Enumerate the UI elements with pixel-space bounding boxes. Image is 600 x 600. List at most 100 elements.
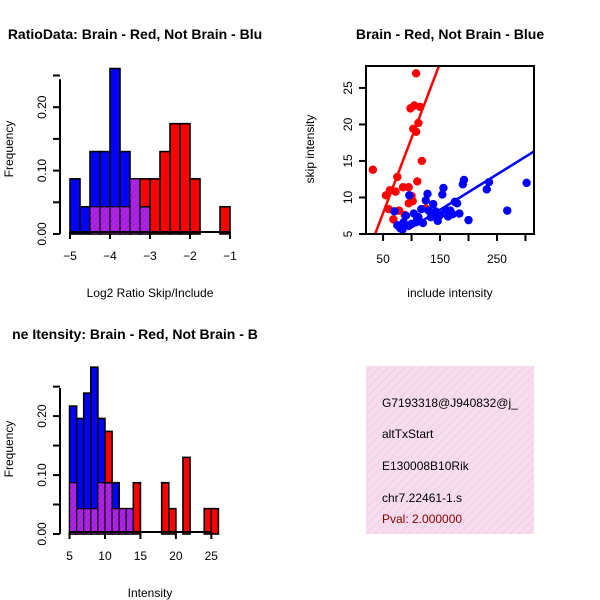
- brain-bar: [210, 507, 220, 535]
- y-tick-label: 20: [341, 117, 355, 131]
- gene-name: E130008B10Rik: [382, 459, 469, 473]
- not-brain-bar: [69, 178, 81, 235]
- plot-frame: [365, 65, 535, 235]
- x-tick-label: 20: [169, 549, 183, 563]
- x-axis-label: Intensity: [128, 586, 173, 600]
- not-brain-point: [413, 214, 422, 223]
- y-tick-label: 10: [341, 190, 355, 204]
- overlap-hatch: [90, 508, 98, 534]
- brain-bar: [149, 178, 161, 235]
- brain-point: [417, 156, 427, 166]
- y-tick-label: 15: [341, 154, 355, 168]
- brain-bar: [160, 481, 170, 535]
- x-axis-label: include intensity: [407, 286, 492, 300]
- x-tick-label: 250: [487, 252, 507, 266]
- y-tick-label: 0.20: [35, 95, 49, 119]
- x-tick-label: −2: [183, 249, 197, 263]
- intensity-scatter: Brain - Red, Not Brain - Blue include in…: [303, 26, 544, 300]
- brain-point: [404, 183, 413, 192]
- not-brain-point: [424, 206, 433, 215]
- not-brain-point: [448, 210, 457, 219]
- axes: 50 150 250 5 10 15 20 25: [341, 81, 527, 266]
- not-brain-bar: [79, 205, 91, 235]
- p-value: Pval: 2.000000: [382, 512, 463, 526]
- overlap-hatch: [120, 206, 130, 234]
- not-brain-point: [421, 196, 430, 205]
- brain-bar: [189, 178, 201, 235]
- brain-fit-line: [373, 66, 441, 234]
- probe-id: G7193318@J940832@j_: [382, 396, 518, 410]
- brain-bar: [104, 430, 113, 484]
- axes: 5 10 15 20 25 0.00 0.10 0.20: [35, 385, 219, 563]
- axes: −5 −4 −3 −2 −1 0.00 0.10 0.20: [35, 74, 237, 263]
- not-brain-point: [433, 216, 442, 226]
- brain-bar: [139, 178, 151, 208]
- not-brain-point: [398, 225, 407, 234]
- not-brain-fit-line: [410, 150, 534, 229]
- y-tick-label: 25: [341, 81, 355, 95]
- x-tick-label: −5: [63, 249, 77, 263]
- x-tick-label: 10: [98, 549, 112, 563]
- locus: chr7.22461-1.s: [382, 491, 463, 505]
- y-tick-label: 0.00: [35, 522, 49, 546]
- not-brain-point: [438, 190, 447, 199]
- not-brain-point: [429, 199, 438, 209]
- brain-point: [413, 177, 422, 186]
- overlap-hatch: [69, 482, 77, 534]
- info-panel: G7193318@J940832@j_ altTxStart E130008B1…: [366, 366, 534, 534]
- brain-bar: [179, 122, 191, 235]
- x-tick-label: 5: [66, 549, 73, 563]
- y-axis-label: skip intensity: [303, 115, 317, 184]
- y-tick-label: 0.10: [35, 159, 49, 183]
- x-tick-label: −4: [103, 249, 117, 263]
- y-tick-label: 0.00: [35, 222, 49, 246]
- chart-title: Brain - Red, Not Brain - Blue: [356, 26, 544, 42]
- not-brain-point: [464, 215, 473, 225]
- x-axis-label: Log2 Ratio Skip/Include: [87, 286, 214, 300]
- brain-bar: [203, 507, 213, 535]
- brain-point: [391, 187, 400, 196]
- brain-bar: [169, 122, 181, 235]
- y-axis-label: Frequency: [2, 421, 16, 478]
- brain-bar: [167, 507, 177, 535]
- not-brain-point: [503, 206, 512, 215]
- x-tick-label: −1: [223, 249, 237, 263]
- chart-title: RatioData: Brain - Red, Not Brain - Blu: [8, 26, 262, 42]
- ratio-histogram: RatioData: Brain - Red, Not Brain - Blu …: [2, 26, 262, 300]
- not-brain-point: [455, 209, 464, 218]
- not-brain-point: [405, 191, 414, 200]
- overlap-hatch: [97, 482, 105, 534]
- intensity-histogram: ne Itensity: Brain - Red, Not Brain - B …: [2, 326, 258, 600]
- overlap-hatch: [104, 482, 113, 534]
- overlap-hatch: [90, 206, 100, 234]
- y-tick-label: 0.10: [35, 463, 49, 487]
- x-tick-label: 150: [430, 252, 450, 266]
- brain-bar: [159, 150, 171, 235]
- event-type: altTxStart: [382, 427, 434, 441]
- x-tick-label: 50: [376, 252, 390, 266]
- x-tick-label: 15: [134, 549, 148, 563]
- brain-point: [411, 69, 421, 78]
- chart-title: ne Itensity: Brain - Red, Not Brain - B: [12, 326, 258, 342]
- y-tick-label: 0.20: [35, 404, 49, 428]
- overlap-hatch: [130, 178, 140, 234]
- overlap-hatch: [83, 508, 91, 534]
- overlap-hatch: [126, 508, 134, 534]
- not-brain-point: [482, 185, 491, 194]
- not-brain-point: [522, 178, 531, 188]
- not-brain-point: [459, 175, 469, 185]
- info-panel-background: [366, 366, 534, 534]
- not-brain-point: [401, 211, 411, 220]
- x-tick-label: 25: [205, 549, 219, 563]
- not-brain-point: [439, 183, 448, 193]
- overlap-hatch: [119, 508, 127, 534]
- overlap-hatch: [110, 206, 120, 234]
- overlap-hatch: [76, 508, 84, 534]
- y-tick-label: 5: [341, 230, 355, 237]
- not-brain-point: [423, 189, 432, 199]
- x-tick-label: −3: [143, 249, 157, 263]
- brain-bar: [132, 481, 142, 535]
- not-brain-point: [390, 207, 399, 216]
- brain-bar: [219, 205, 231, 235]
